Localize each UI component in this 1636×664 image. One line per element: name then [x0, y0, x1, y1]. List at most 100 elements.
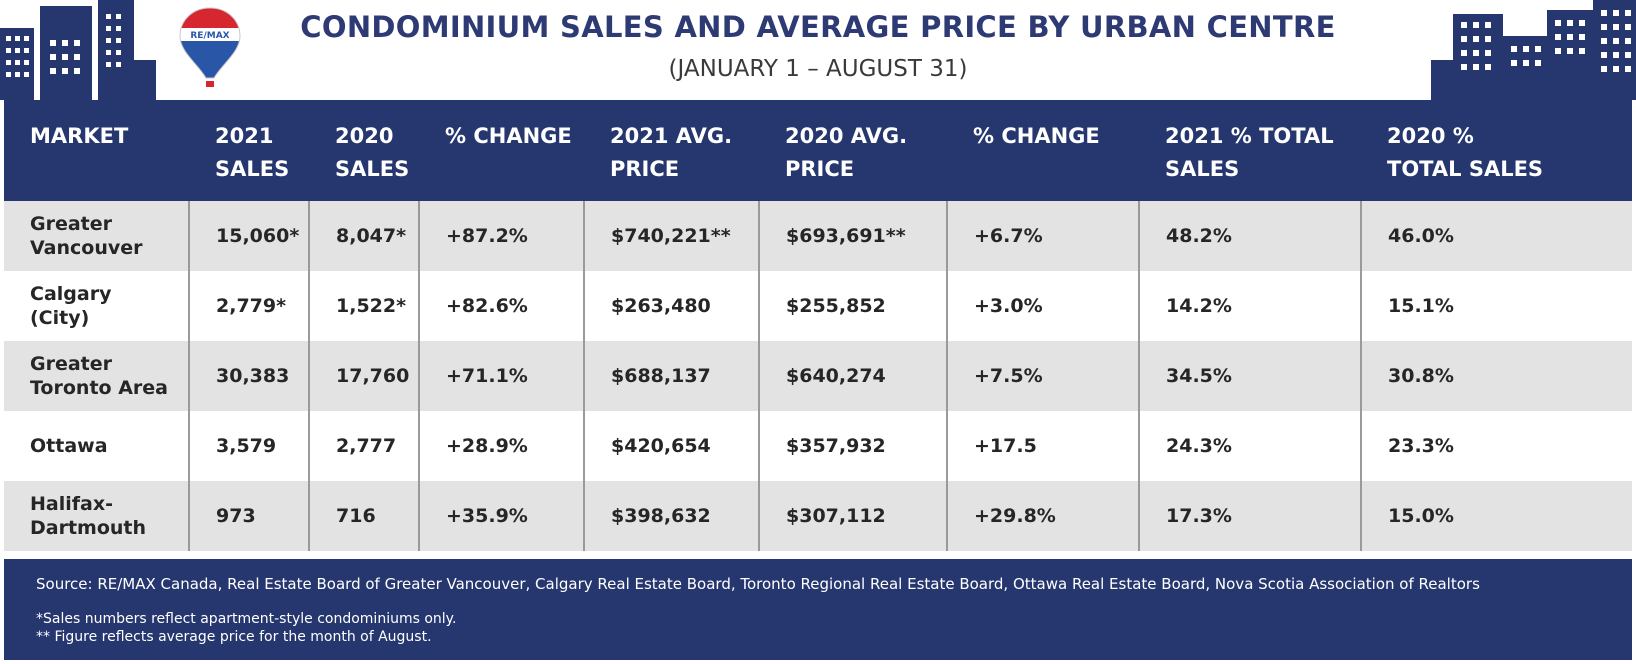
market-name-line: Ottawa — [30, 435, 108, 457]
data-cell: $740,221** — [583, 201, 759, 271]
market-name-line: Greater — [30, 213, 113, 235]
column-header-2020-avg-price: 2020 AVG. PRICE — [759, 100, 947, 201]
data-cell: 1,522* — [308, 271, 419, 341]
data-cell: 30,383 — [188, 341, 309, 411]
cell-value: +3.0% — [974, 295, 1043, 317]
cell-value: +71.1% — [446, 365, 528, 387]
market-name-line: Vancouver — [30, 237, 143, 259]
data-cell: $688,137 — [583, 341, 759, 411]
table-row: Ottawa 3,579 2,777 +28.9% $420,654 $357,932 +1… — [4, 411, 1632, 481]
market-name-line: Dartmouth — [30, 517, 147, 539]
data-cell: 48.2% — [1138, 201, 1361, 271]
column-header-line: 2020 % — [1387, 124, 1474, 148]
column-header-line: SALES — [215, 157, 290, 181]
data-cell: +28.9% — [418, 411, 584, 481]
cell-value: 34.5% — [1166, 365, 1232, 387]
cell-value: +35.9% — [446, 505, 528, 527]
cell-value: 2,777 — [336, 435, 397, 457]
footer: Source: RE/MAX Canada, Real Estate Board… — [4, 559, 1632, 660]
column-header-line: 2021 AVG. — [610, 124, 733, 148]
cell-value: 15.1% — [1388, 295, 1454, 317]
footnote-price: ** Figure reflects average price for the… — [36, 629, 432, 645]
cell-value: $263,480 — [611, 295, 711, 317]
data-cell: $307,112 — [758, 481, 947, 551]
data-cell: $398,632 — [583, 481, 759, 551]
data-cell: +29.8% — [946, 481, 1139, 551]
buildings-right-icon — [1431, 0, 1636, 100]
data-cell: +17.5 — [946, 411, 1139, 481]
cell-value: 17,760 — [336, 365, 410, 387]
column-header-line: 2021 % TOTAL — [1165, 124, 1334, 148]
cell-value: 15.0% — [1388, 505, 1454, 527]
data-cell: +3.0% — [946, 271, 1139, 341]
cell-value: 716 — [336, 505, 376, 527]
column-header-2020-total-sales: 2020 % TOTAL SALES — [1361, 100, 1632, 201]
cell-value: 1,522* — [336, 295, 407, 317]
column-header-line: SALES — [1165, 157, 1240, 181]
cell-value: 15,060* — [216, 225, 300, 247]
market-name-line: (City) — [30, 307, 90, 329]
data-cell: 34.5% — [1138, 341, 1361, 411]
data-cell: 24.3% — [1138, 411, 1361, 481]
cell-value: +29.8% — [974, 505, 1056, 527]
condo-sales-table: MARKET 2021 SALES 2020 SALES % CHANGE 2021 AVG… — [4, 100, 1632, 551]
cell-value: 14.2% — [1166, 295, 1232, 317]
market-cell: Halifax- Dartmouth — [4, 481, 189, 551]
column-header-line: PRICE — [785, 157, 855, 181]
svg-text:RE/MAX: RE/MAX — [190, 31, 229, 41]
data-cell: 15.1% — [1360, 271, 1632, 341]
cell-value: +82.6% — [446, 295, 528, 317]
footnote-sales: *Sales numbers reflect apartment-style c… — [36, 611, 457, 627]
column-header-2020-sales: 2020 SALES — [309, 100, 419, 201]
market-name-line: Toronto Area — [30, 377, 168, 399]
data-cell: 17,760 — [308, 341, 419, 411]
cell-value: $640,274 — [786, 365, 886, 387]
page-title: CONDOMINIUM SALES AND AVERAGE PRICE BY U… — [300, 10, 1336, 44]
cell-value: 23.3% — [1388, 435, 1454, 457]
column-header-line: PRICE — [610, 157, 680, 181]
data-cell: 15.0% — [1360, 481, 1632, 551]
remax-balloon-logo: RE/MAX — [179, 7, 241, 87]
cell-value: 48.2% — [1166, 225, 1232, 247]
source-note: Source: RE/MAX Canada, Real Estate Board… — [36, 575, 1480, 593]
data-cell: 2,777 — [308, 411, 419, 481]
column-header-line: 2020 — [335, 124, 394, 148]
column-header-line: % CHANGE — [445, 124, 572, 148]
cell-value: 3,579 — [216, 435, 277, 457]
data-cell: 46.0% — [1360, 201, 1632, 271]
data-cell: +35.9% — [418, 481, 584, 551]
cell-value: 46.0% — [1388, 225, 1454, 247]
table-body: Greater Vancouver 15,060* 8,047* +87.2% $740,… — [4, 201, 1632, 551]
column-header-line: % CHANGE — [973, 124, 1100, 148]
column-header-change: % CHANGE — [947, 100, 1139, 201]
data-cell: +7.5% — [946, 341, 1139, 411]
data-cell: 716 — [308, 481, 419, 551]
cell-value: +87.2% — [446, 225, 528, 247]
cell-value: $420,654 — [611, 435, 711, 457]
data-cell: 14.2% — [1138, 271, 1361, 341]
data-cell: +6.7% — [946, 201, 1139, 271]
data-cell: 3,579 — [188, 411, 309, 481]
page-subtitle: (JANUARY 1 – AUGUST 31) — [668, 56, 968, 82]
table-row: Greater Toronto Area 30,383 17,760 +71.1% $68… — [4, 341, 1632, 411]
data-cell: +82.6% — [418, 271, 584, 341]
column-header-2021-avg-price: 2021 AVG. PRICE — [584, 100, 759, 201]
table-header-row: MARKET 2021 SALES 2020 SALES % CHANGE 2021 AVG… — [4, 100, 1632, 201]
column-header-line: MARKET — [30, 124, 129, 148]
cell-value: 8,047* — [336, 225, 407, 247]
data-cell: $357,932 — [758, 411, 947, 481]
cell-value: $307,112 — [786, 505, 886, 527]
data-cell: $263,480 — [583, 271, 759, 341]
table-row: Halifax- Dartmouth 973 716 +35.9% $398,632 $30… — [4, 481, 1632, 551]
table-row: Calgary (City) 2,779* 1,522* +82.6% $263,480 $… — [4, 271, 1632, 341]
cell-value: 30,383 — [216, 365, 290, 387]
column-header-2021-total-sales: 2021 % TOTAL SALES — [1139, 100, 1361, 201]
column-header-market: MARKET — [4, 100, 189, 201]
cell-value: +28.9% — [446, 435, 528, 457]
data-cell: $640,274 — [758, 341, 947, 411]
market-cell: Calgary (City) — [4, 271, 189, 341]
cell-value: 973 — [216, 505, 256, 527]
data-cell: 2,779* — [188, 271, 309, 341]
data-cell: $693,691** — [758, 201, 947, 271]
cell-value: 30.8% — [1388, 365, 1454, 387]
